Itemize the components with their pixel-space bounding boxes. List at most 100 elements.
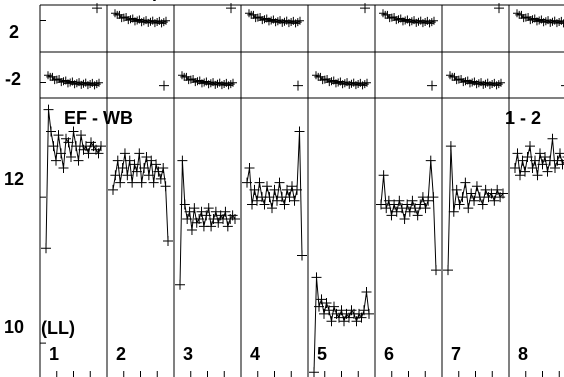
top-point-3-7 bbox=[193, 77, 202, 86]
data-point-7-9 bbox=[469, 195, 480, 206]
top-point-8-0 bbox=[513, 9, 521, 18]
top-point-4-3 bbox=[251, 14, 260, 23]
data-point-3-23 bbox=[230, 214, 240, 225]
series-1 bbox=[41, 104, 106, 254]
data-point-8-11 bbox=[537, 159, 548, 170]
panel-label-7: 7 bbox=[451, 344, 461, 364]
top-point-2-13 bbox=[139, 17, 148, 26]
y-tick-label-12: 12 bbox=[4, 169, 24, 189]
top-curve-7 bbox=[446, 3, 505, 90]
data-point-2-6 bbox=[122, 170, 133, 181]
data-point-4-13 bbox=[274, 177, 285, 188]
data-point-6-15 bbox=[415, 199, 426, 210]
data-point-5-2 bbox=[314, 301, 324, 312]
data-point-6-14 bbox=[412, 210, 423, 221]
top-point-1-10 bbox=[66, 78, 75, 87]
top-point-6-22 bbox=[427, 18, 436, 27]
top-point-7-13 bbox=[474, 79, 483, 88]
series-line-3 bbox=[179, 160, 236, 285]
top-point-4-23 bbox=[296, 16, 304, 25]
data-point-6-9 bbox=[399, 214, 410, 225]
series-3 bbox=[175, 155, 240, 290]
top-curve-6 bbox=[379, 9, 438, 91]
data-point-1-14 bbox=[76, 130, 86, 141]
panel-label-5: 5 bbox=[317, 344, 327, 364]
data-point-6-10 bbox=[402, 199, 413, 210]
top-point-8-13 bbox=[541, 17, 550, 26]
data-point-7-16 bbox=[489, 195, 500, 206]
data-point-8-16 bbox=[550, 162, 560, 173]
data-point-3-11 bbox=[201, 210, 212, 221]
top-point-3-23 bbox=[229, 78, 237, 87]
data-point-3-13 bbox=[206, 221, 217, 232]
chart-frame bbox=[39, 4, 564, 377]
data-point-4-22 bbox=[297, 250, 307, 261]
data-point-6-20 bbox=[428, 192, 439, 203]
data-point-1-5 bbox=[53, 130, 64, 141]
data-point-3-20 bbox=[222, 221, 233, 232]
series-line-7 bbox=[447, 146, 504, 271]
data-point-5-5 bbox=[321, 297, 332, 308]
y-tick-label-10: 10 bbox=[4, 317, 24, 337]
data-point-6-12 bbox=[407, 195, 418, 206]
top-point-8-3 bbox=[519, 14, 528, 23]
data-point-5-21 bbox=[361, 287, 372, 298]
data-point-2-20 bbox=[155, 173, 166, 184]
top-curve-3 bbox=[178, 3, 237, 90]
data-point-7-5 bbox=[457, 192, 468, 203]
data-point-3-19 bbox=[220, 206, 231, 217]
data-point-8-1 bbox=[512, 148, 523, 159]
top-point-5-23 bbox=[363, 78, 371, 87]
data-point-6-3 bbox=[383, 195, 394, 206]
data-point-6-1 bbox=[378, 170, 389, 181]
series-8 bbox=[510, 133, 564, 181]
data-point-1-11 bbox=[68, 126, 79, 137]
data-point-1-2 bbox=[46, 126, 56, 137]
top-point-4-0 bbox=[245, 9, 253, 18]
top-point-7-23 bbox=[497, 78, 505, 87]
data-point-6-11 bbox=[404, 206, 415, 217]
data-point-7-3 bbox=[451, 184, 462, 195]
data-point-6-19 bbox=[425, 155, 436, 166]
data-point-4-1 bbox=[244, 162, 255, 173]
data-point-5-7 bbox=[326, 316, 337, 327]
data-point-7-7 bbox=[463, 203, 474, 214]
data-point-7-11 bbox=[474, 192, 485, 203]
top-point-6-3 bbox=[385, 14, 394, 23]
data-point-7-2 bbox=[448, 206, 459, 217]
data-point-8-4 bbox=[520, 166, 530, 177]
data-point-7-0 bbox=[443, 265, 453, 276]
data-point-1-21 bbox=[93, 148, 104, 159]
data-point-3-6 bbox=[189, 203, 200, 214]
data-point-6-18 bbox=[423, 195, 434, 206]
data-point-7-4 bbox=[454, 199, 465, 210]
y-tick-label-top-2: 2 bbox=[9, 22, 19, 42]
data-point-1-9 bbox=[63, 137, 74, 148]
top-point-6-7 bbox=[394, 15, 403, 24]
top-point-6-0 bbox=[379, 9, 387, 18]
data-point-2-17 bbox=[148, 177, 159, 188]
top-point-3-0 bbox=[178, 71, 186, 80]
panel-label-8: 8 bbox=[518, 344, 528, 364]
bottom-panels bbox=[41, 104, 564, 377]
data-point-2-11 bbox=[134, 148, 145, 159]
data-point-2-4 bbox=[117, 162, 128, 173]
top-point-6-23 bbox=[430, 16, 438, 25]
data-point-4-10 bbox=[267, 203, 277, 214]
top-point-7-3 bbox=[452, 76, 461, 85]
top-point-1-3 bbox=[50, 76, 59, 85]
top-point-1-22 bbox=[92, 80, 101, 89]
data-point-6-0 bbox=[376, 199, 386, 210]
top-outlier-7 bbox=[494, 3, 504, 14]
top-point-7-22 bbox=[494, 80, 503, 89]
top-outlier-4 bbox=[293, 80, 303, 91]
data-point-2-22 bbox=[160, 181, 171, 192]
data-point-3-3 bbox=[182, 214, 193, 225]
top-point-2-23 bbox=[162, 16, 170, 25]
data-point-4-0 bbox=[242, 177, 252, 188]
series-4 bbox=[242, 126, 307, 261]
data-point-1-17 bbox=[83, 148, 94, 159]
top-point-2-3 bbox=[117, 14, 126, 23]
data-point-8-20 bbox=[560, 160, 564, 162]
